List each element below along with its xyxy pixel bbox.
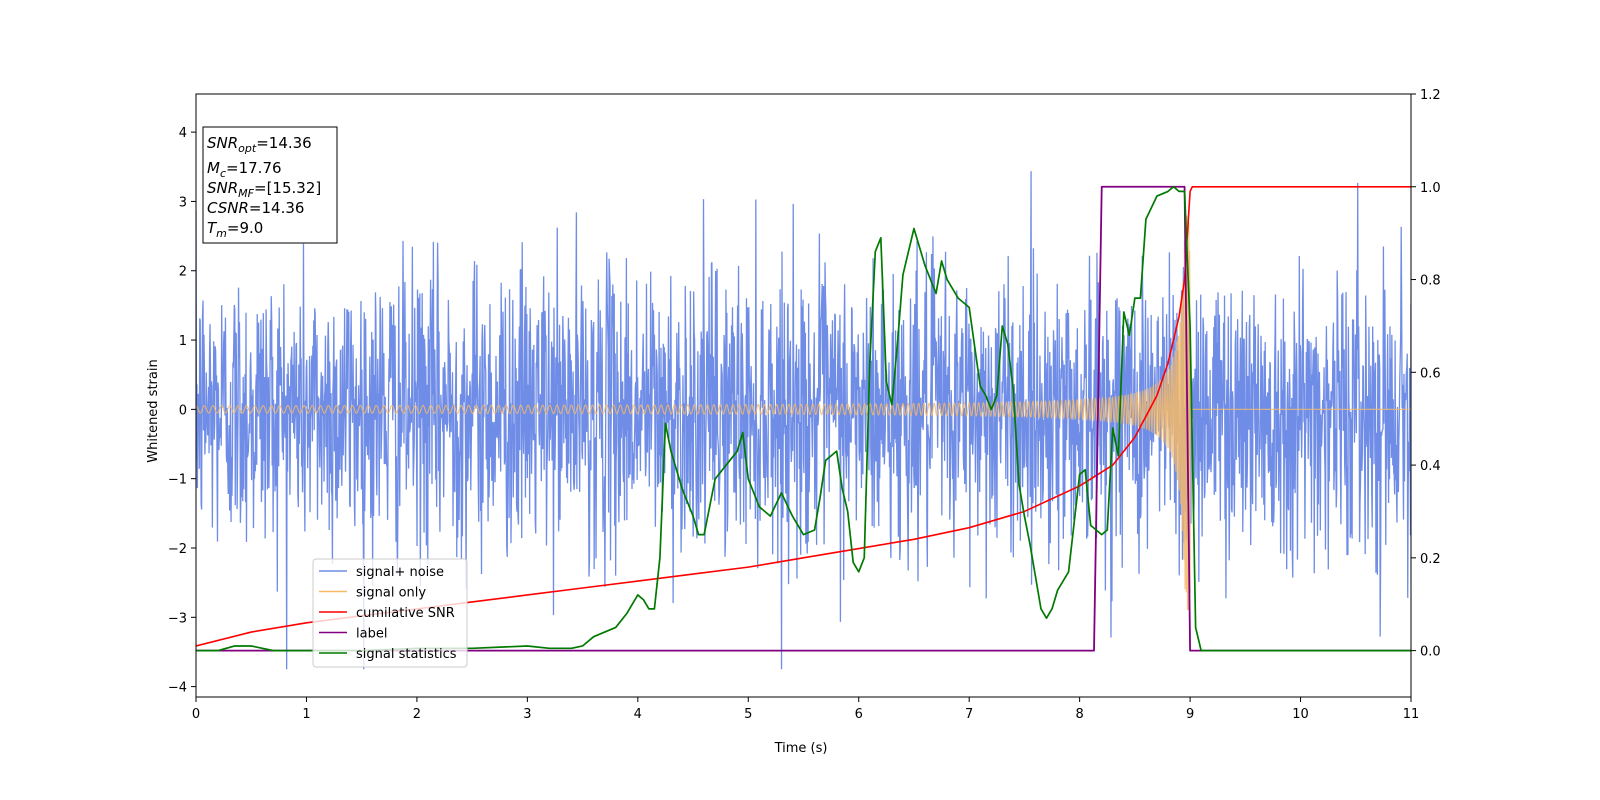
series-signal-statistics-line: [196, 185, 1411, 652]
x-tick-label: 4: [634, 707, 642, 722]
legend-label-cumulative-snr: cumilative SNR: [356, 606, 455, 621]
x-tick-label: 11: [1403, 707, 1420, 722]
x-axis-label: Time (s): [774, 741, 828, 756]
info-csnr: CSNR=14.36: [207, 199, 304, 217]
y2-tick-label: 0.0: [1420, 645, 1441, 660]
y2-tick-label: 0.8: [1420, 274, 1441, 289]
legend-label-signal-statistics: signal statistics: [356, 647, 457, 662]
y-tick-label: −3: [168, 611, 187, 626]
y-axis-label: Whitened strain: [146, 359, 161, 462]
info-snr-opt: SNRopt=14.36: [207, 134, 312, 155]
y-tick-label: −4: [168, 681, 187, 696]
x-tick-label: 0: [192, 707, 200, 722]
legend-label-label: label: [356, 627, 387, 642]
y2-tick-label: 0.4: [1420, 459, 1441, 474]
y-tick-label: 3: [179, 195, 187, 210]
y-tick-label: −1: [168, 473, 187, 488]
y2-tick-label: 0.6: [1420, 366, 1441, 381]
legend-frame: [312, 558, 468, 668]
x-tick-label: 10: [1292, 707, 1309, 722]
y2-tick-label: 1.2: [1420, 88, 1441, 103]
y-tick-label: 0: [179, 403, 187, 418]
info-snr-mf: SNRMF=[15.32]: [207, 179, 321, 200]
x-tick-label: 3: [523, 707, 531, 722]
info-tm: Tm=9.0: [207, 219, 263, 240]
x-tick-label: 1: [302, 707, 310, 722]
axes: 0 1 2 3 4 5 6 7 8 9 10 1143210−1−2−3−41.21.00.80.60…: [168, 88, 1441, 722]
series-signal-only-line: [196, 215, 1411, 611]
x-tick-label: 6: [855, 707, 863, 722]
legend: signal+ noise signal only cumilative SNR…: [312, 558, 468, 668]
x-tick-label: 8: [1075, 707, 1083, 722]
legend-label-signal-noise: signal+ noise: [356, 565, 444, 580]
plot-frame: [195, 93, 1412, 698]
x-tick-label: 5: [744, 707, 752, 722]
x-tick-label: 2: [413, 707, 421, 722]
series-signal-noise-line: [196, 171, 1411, 670]
y-tick-label: 2: [179, 265, 187, 280]
y-tick-label: 1: [179, 334, 187, 349]
y-tick-label: −2: [168, 542, 187, 557]
info-mc: Mc=17.76: [207, 159, 282, 180]
legend-label-signal-only: signal only: [356, 586, 426, 601]
y-tick-label: 4: [179, 126, 187, 141]
x-tick-label: 9: [1186, 707, 1194, 722]
x-tick-label: 7: [965, 707, 973, 722]
info-box: SNRopt=14.36 Mc=17.76 SNRMF=[15.32] CSNR…: [202, 126, 338, 244]
y2-tick-label: 1.0: [1420, 181, 1441, 196]
y2-tick-label: 0.2: [1420, 552, 1441, 567]
